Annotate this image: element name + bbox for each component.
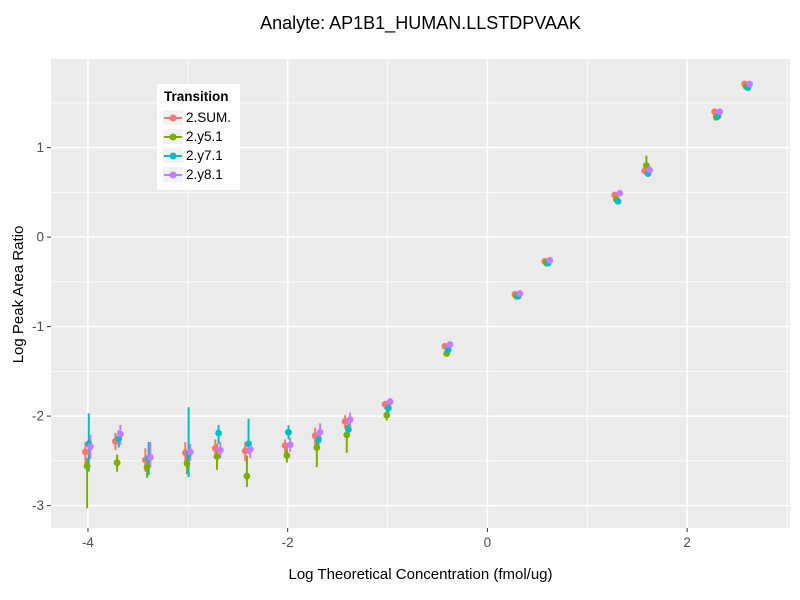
- y-tick-label: 0: [36, 230, 44, 245]
- data-point: [343, 431, 351, 439]
- legend-item-2y81: 2.y8.1: [163, 165, 231, 184]
- y-tick-label: 1: [36, 140, 44, 155]
- data-point: [346, 416, 354, 424]
- x-tick-label: 2: [683, 535, 691, 550]
- data-point: [614, 197, 622, 205]
- plot-title: Analyte: AP1B1_HUMAN.LLSTDPVAAK: [260, 13, 581, 33]
- data-point: [215, 429, 222, 437]
- data-point: [87, 443, 94, 450]
- legend-key-point-icon: [163, 167, 183, 182]
- data-point: [546, 256, 554, 264]
- data-point: [213, 452, 221, 460]
- data-point: [286, 441, 294, 449]
- legend-key-point-icon: [163, 110, 183, 125]
- data-point: [444, 346, 452, 354]
- data-point: [117, 430, 124, 438]
- y-tick-label: -1: [32, 319, 44, 334]
- data-point: [313, 444, 321, 451]
- data-point: [516, 290, 524, 297]
- legend: Transition 2.SUM. 2.y5.1 2.y7.1 2.y8.1: [157, 84, 241, 190]
- legend-item-label: 2.y8.1: [186, 167, 223, 182]
- data-point: [243, 472, 251, 480]
- data-point: [316, 428, 324, 436]
- legend-item-2y51: 2.y5.1: [163, 127, 231, 146]
- legend-item-label: 2.y5.1: [186, 129, 223, 144]
- y-axis-title: Log Peak Area Ratio: [10, 225, 27, 364]
- legend-item-2sum: 2.SUM.: [163, 108, 231, 127]
- x-axis-title: Log Theoretical Concentration (fmol/ug): [288, 566, 553, 583]
- data-point: [82, 448, 89, 456]
- x-tick-label: -4: [82, 535, 94, 550]
- data-point: [245, 440, 252, 448]
- x-tick-label: -2: [282, 535, 294, 550]
- data-point: [315, 435, 322, 443]
- data-point: [646, 166, 654, 174]
- y-tick-label: -3: [32, 498, 44, 513]
- legend-key-point-icon: [163, 129, 183, 144]
- x-tick-label: 0: [484, 535, 492, 550]
- data-point: [285, 428, 292, 436]
- data-point: [183, 460, 191, 467]
- legend-item-2y71: 2.y7.1: [163, 146, 231, 165]
- data-point: [186, 448, 194, 456]
- data-point: [386, 398, 394, 406]
- data-point: [246, 445, 254, 453]
- data-point: [344, 426, 352, 433]
- legend-item-label: 2.y7.1: [186, 148, 223, 163]
- data-point: [283, 452, 291, 459]
- data-point: [446, 341, 454, 348]
- y-tick-label: -2: [32, 409, 44, 424]
- data-point: [746, 80, 753, 88]
- legend-item-label: 2.SUM.: [186, 110, 232, 125]
- data-point: [83, 462, 91, 470]
- data-point: [113, 459, 121, 467]
- data-point: [146, 453, 154, 461]
- data-point: [216, 446, 224, 454]
- data-point: [616, 189, 624, 197]
- legend-key-point-icon: [163, 148, 183, 163]
- data-point: [383, 411, 391, 419]
- data-point: [716, 108, 723, 116]
- data-point: [384, 404, 392, 412]
- legend-title: Transition: [164, 89, 229, 104]
- data-point: [143, 463, 151, 471]
